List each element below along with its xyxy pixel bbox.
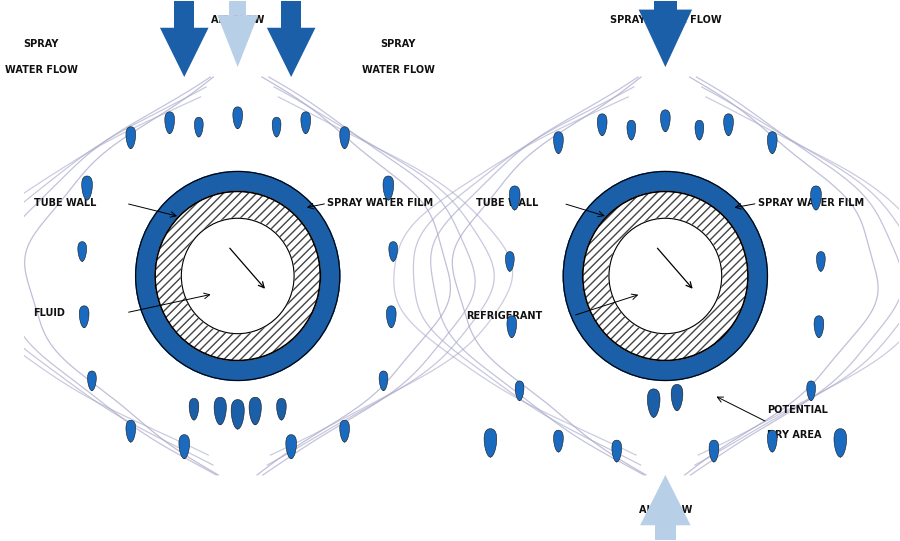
- Text: FLUID: FLUID: [33, 308, 66, 318]
- Polygon shape: [647, 389, 660, 417]
- Text: DRY AREA: DRY AREA: [768, 430, 822, 440]
- Polygon shape: [507, 316, 517, 338]
- Circle shape: [563, 171, 768, 380]
- Polygon shape: [654, 0, 677, 10]
- Polygon shape: [627, 120, 635, 140]
- Polygon shape: [165, 112, 175, 134]
- Circle shape: [582, 192, 748, 360]
- Polygon shape: [709, 440, 719, 462]
- Polygon shape: [82, 176, 93, 200]
- Text: TUBE WALL: TUBE WALL: [476, 199, 538, 208]
- Polygon shape: [383, 176, 393, 200]
- Polygon shape: [612, 440, 622, 462]
- Polygon shape: [189, 398, 199, 420]
- Polygon shape: [231, 400, 244, 429]
- Polygon shape: [160, 28, 209, 77]
- Text: REFRIGERANT: REFRIGERANT: [466, 311, 543, 321]
- Polygon shape: [379, 371, 388, 391]
- Polygon shape: [126, 127, 136, 149]
- Polygon shape: [79, 306, 89, 328]
- Polygon shape: [126, 420, 136, 442]
- Text: WATER FLOW: WATER FLOW: [4, 65, 77, 75]
- Polygon shape: [340, 420, 349, 442]
- Polygon shape: [768, 430, 777, 452]
- Polygon shape: [506, 252, 514, 271]
- Polygon shape: [267, 28, 316, 77]
- Circle shape: [181, 218, 294, 334]
- Polygon shape: [249, 397, 261, 425]
- Polygon shape: [768, 131, 777, 154]
- Text: SPRAY: SPRAY: [23, 39, 59, 49]
- Polygon shape: [484, 428, 497, 457]
- Circle shape: [582, 192, 748, 360]
- Text: SPRAY WATER FLOW: SPRAY WATER FLOW: [609, 15, 721, 25]
- Text: AIR FLOW: AIR FLOW: [639, 505, 692, 515]
- Polygon shape: [671, 385, 683, 411]
- Polygon shape: [834, 428, 847, 457]
- Circle shape: [155, 192, 320, 360]
- Polygon shape: [389, 242, 398, 261]
- Text: SPRAY: SPRAY: [381, 39, 416, 49]
- Polygon shape: [386, 306, 396, 328]
- Polygon shape: [724, 114, 733, 136]
- Text: TUBE WALL: TUBE WALL: [33, 199, 96, 208]
- Circle shape: [563, 171, 768, 380]
- Polygon shape: [301, 112, 310, 134]
- Polygon shape: [814, 316, 824, 338]
- Polygon shape: [77, 242, 86, 261]
- Polygon shape: [276, 398, 286, 420]
- Polygon shape: [695, 120, 704, 140]
- Polygon shape: [281, 0, 302, 28]
- Polygon shape: [554, 430, 563, 452]
- Polygon shape: [639, 10, 692, 67]
- Polygon shape: [654, 525, 676, 541]
- Text: POTENTIAL: POTENTIAL: [768, 405, 828, 415]
- Polygon shape: [806, 381, 815, 401]
- Polygon shape: [509, 186, 520, 210]
- Polygon shape: [640, 475, 690, 525]
- Polygon shape: [515, 381, 524, 401]
- Polygon shape: [598, 114, 607, 136]
- Polygon shape: [272, 117, 281, 137]
- Polygon shape: [554, 131, 563, 154]
- Text: AIR FLOW: AIR FLOW: [211, 15, 265, 25]
- Polygon shape: [811, 186, 822, 210]
- Polygon shape: [340, 127, 349, 149]
- Polygon shape: [214, 397, 226, 425]
- Polygon shape: [87, 371, 96, 391]
- Polygon shape: [174, 0, 194, 28]
- Polygon shape: [233, 107, 243, 129]
- Text: SPRAY WATER FILM: SPRAY WATER FILM: [327, 199, 433, 208]
- Circle shape: [136, 171, 340, 380]
- Polygon shape: [661, 110, 670, 131]
- Polygon shape: [217, 15, 258, 67]
- Circle shape: [609, 218, 722, 334]
- Polygon shape: [179, 434, 190, 459]
- Text: SPRAY WATER FILM: SPRAY WATER FILM: [758, 199, 864, 208]
- Polygon shape: [194, 117, 203, 137]
- Circle shape: [155, 192, 320, 360]
- Text: WATER FLOW: WATER FLOW: [362, 65, 435, 75]
- Circle shape: [136, 171, 340, 380]
- Polygon shape: [816, 252, 825, 271]
- Polygon shape: [286, 434, 296, 459]
- Polygon shape: [230, 0, 247, 15]
